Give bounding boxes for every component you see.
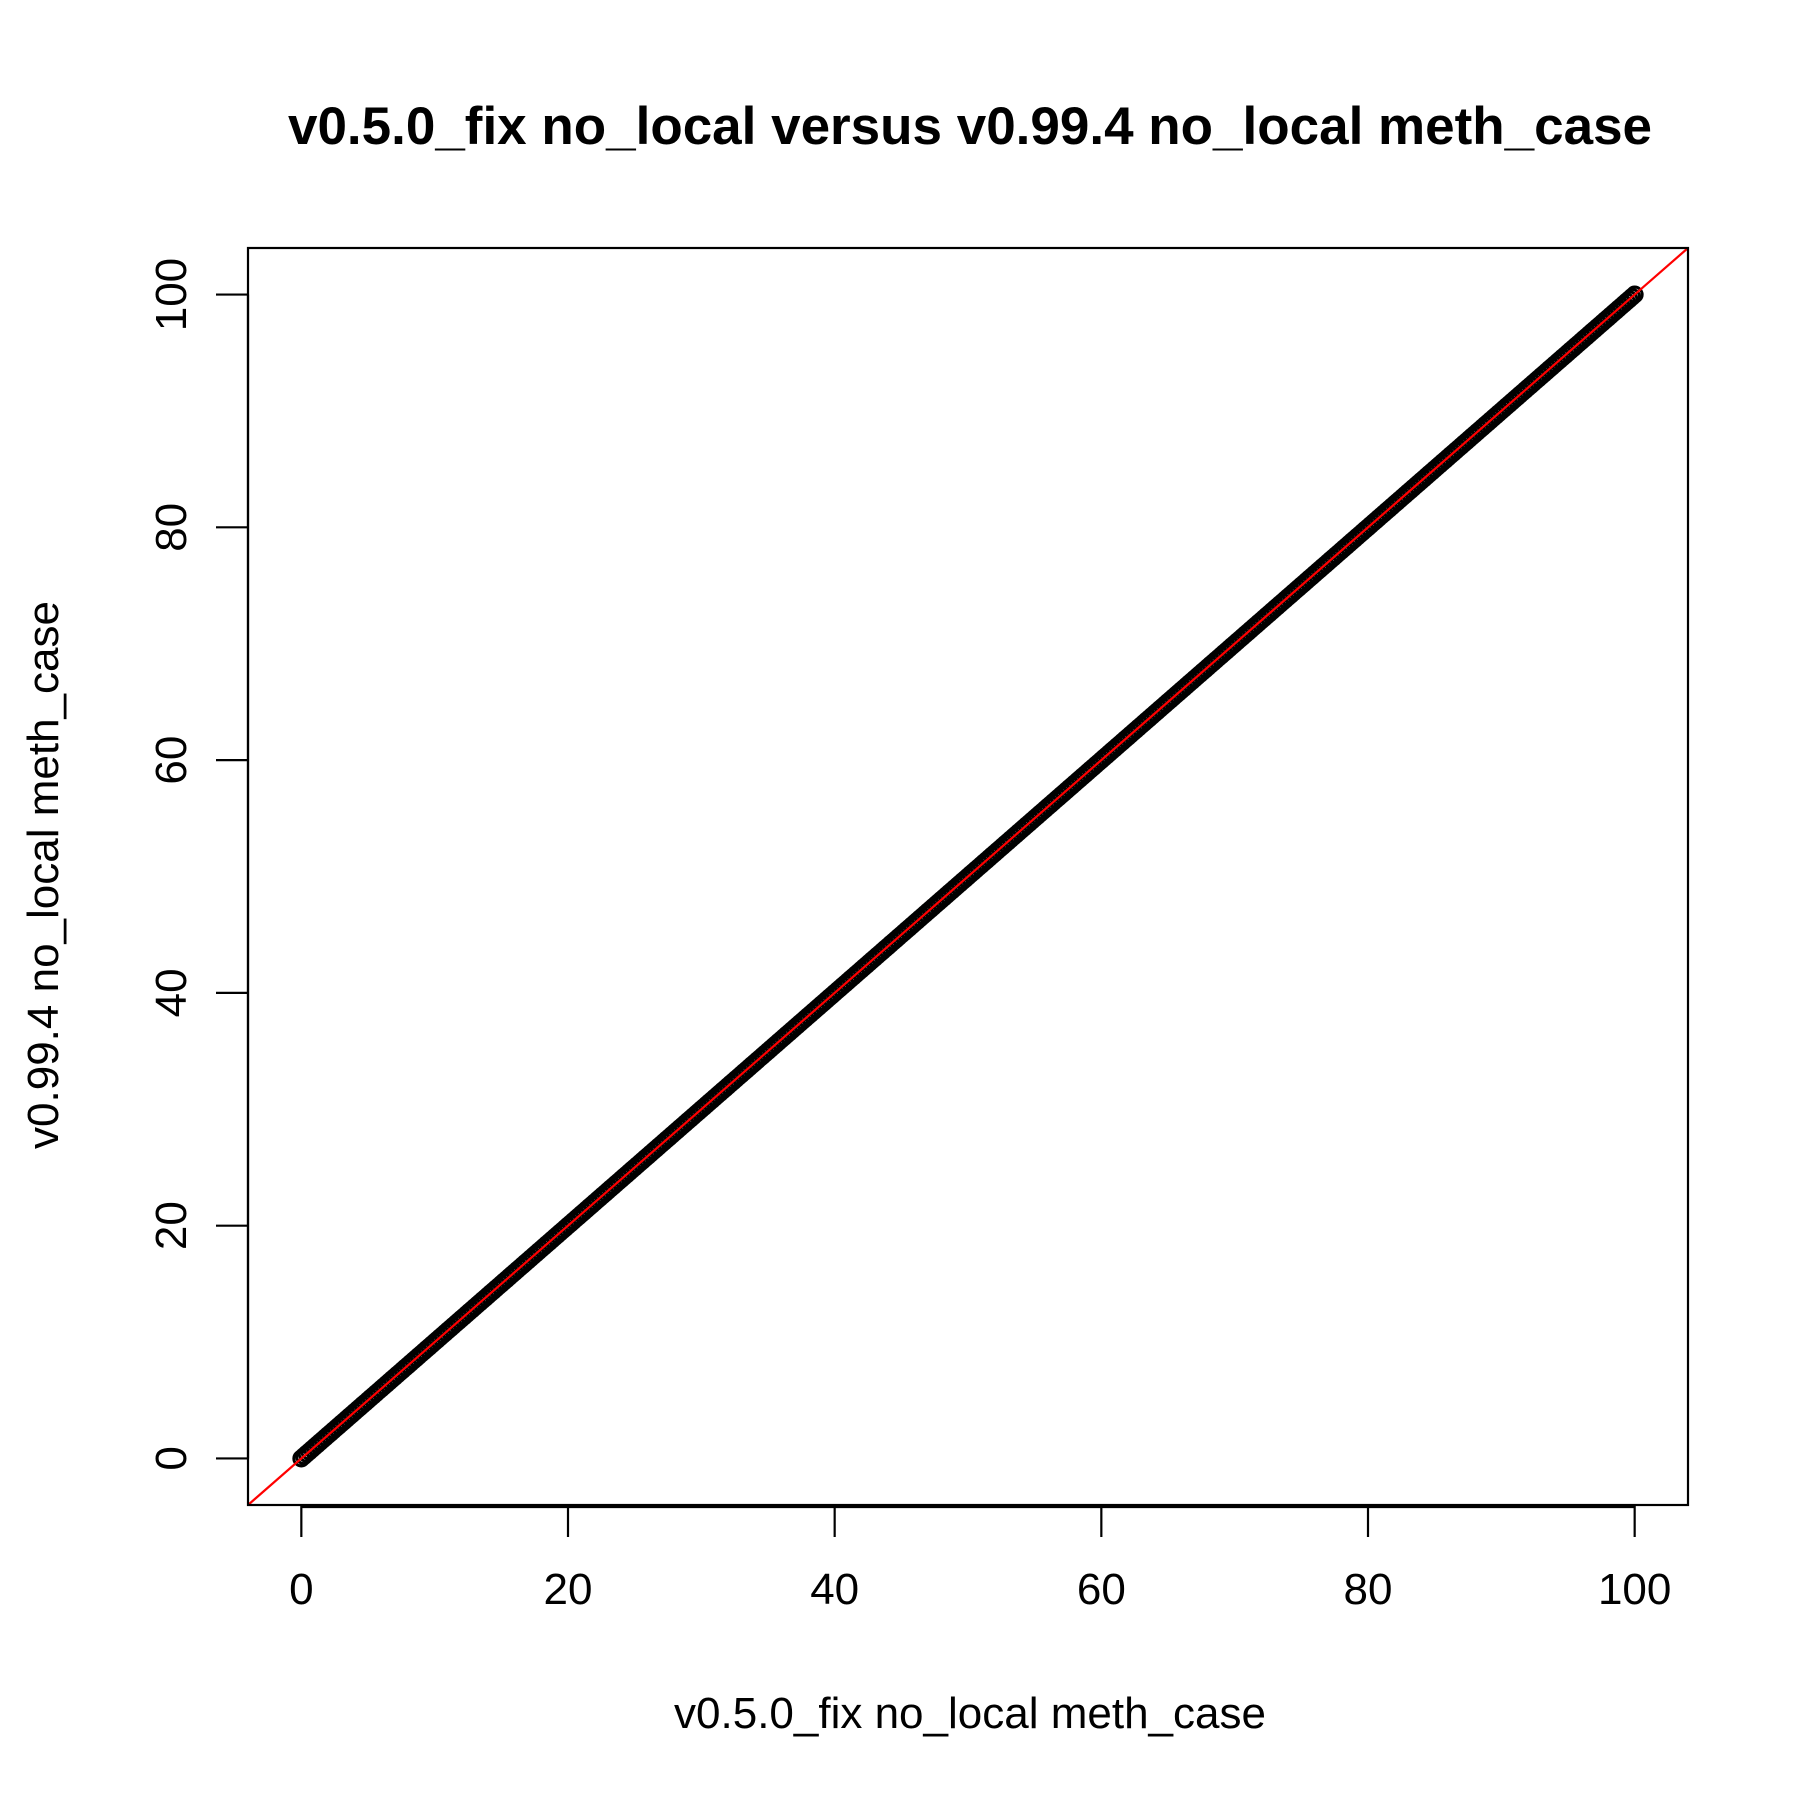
reference-line-group bbox=[247, 247, 1689, 1506]
y-tick-label: 60 bbox=[147, 736, 196, 785]
y-axis: 0 20 40 60 80 100 bbox=[147, 258, 250, 1471]
y-tick-label: 0 bbox=[147, 1446, 196, 1470]
x-tick-label: 20 bbox=[544, 1565, 593, 1614]
y-tick-label: 80 bbox=[147, 503, 196, 552]
x-tick-label: 40 bbox=[810, 1565, 859, 1614]
y-tick-label: 100 bbox=[147, 258, 196, 331]
data-point bbox=[1623, 287, 1641, 306]
chart-title: v0.5.0_fix no_local versus v0.99.4 no_lo… bbox=[288, 97, 1652, 156]
reference-line bbox=[247, 247, 1689, 1506]
data-points bbox=[292, 285, 1644, 1468]
x-tick-label: 80 bbox=[1344, 1565, 1393, 1614]
y-tick-label: 40 bbox=[147, 968, 196, 1017]
x-tick-label: 100 bbox=[1598, 1565, 1671, 1614]
x-tick-label: 0 bbox=[289, 1565, 313, 1614]
y-tick-label: 20 bbox=[147, 1201, 196, 1250]
x-axis-label: v0.5.0_fix no_local meth_case bbox=[674, 1689, 1266, 1738]
x-axis: 0 20 40 60 80 100 bbox=[289, 1505, 1671, 1614]
x-tick-label: 60 bbox=[1077, 1565, 1126, 1614]
data-point bbox=[1625, 285, 1644, 304]
y-axis-label: v0.99.4 no_local meth_case bbox=[19, 601, 68, 1149]
